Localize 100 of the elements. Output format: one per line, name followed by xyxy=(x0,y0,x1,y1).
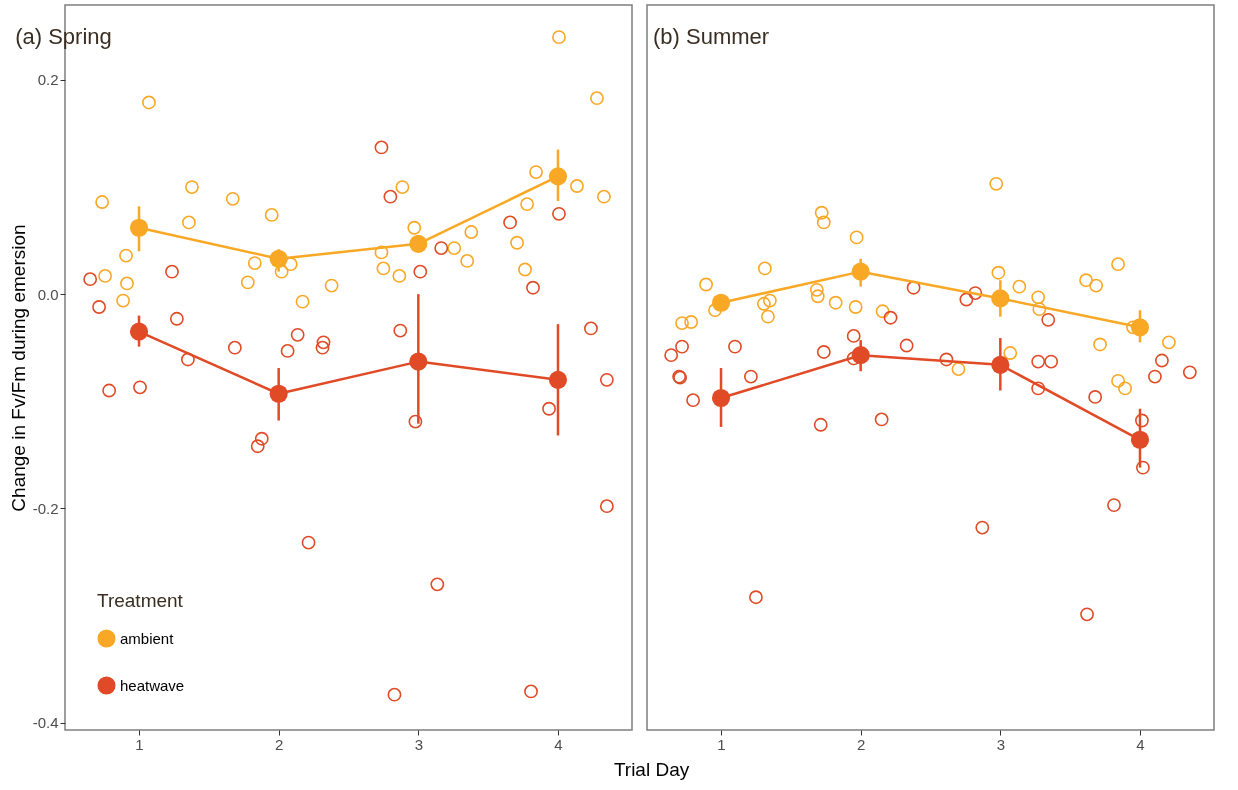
y-axis-title: Change in Fv/Fm during emersion xyxy=(7,224,29,512)
point xyxy=(133,380,147,395)
point xyxy=(129,322,149,341)
point xyxy=(813,417,828,432)
point xyxy=(383,189,398,204)
point xyxy=(1107,498,1121,513)
point xyxy=(664,348,679,363)
point xyxy=(1012,279,1027,294)
point xyxy=(434,241,449,256)
point xyxy=(290,327,305,342)
point xyxy=(828,295,843,310)
point xyxy=(247,256,262,270)
point xyxy=(1079,273,1093,288)
point xyxy=(430,577,445,592)
point xyxy=(548,167,568,186)
point xyxy=(989,176,1004,191)
point xyxy=(387,687,402,702)
point xyxy=(83,272,98,287)
point xyxy=(374,140,389,155)
point xyxy=(846,329,861,343)
point xyxy=(570,179,584,193)
point xyxy=(1148,369,1162,384)
point xyxy=(761,309,775,324)
point xyxy=(899,338,914,353)
point xyxy=(848,300,863,314)
point xyxy=(269,249,288,268)
point xyxy=(975,520,990,535)
point xyxy=(1130,318,1150,337)
y-tick-label: -0.4 xyxy=(32,714,59,731)
point xyxy=(520,197,535,212)
point xyxy=(460,254,475,268)
point xyxy=(264,207,279,222)
point xyxy=(762,293,777,308)
point xyxy=(295,294,310,309)
point xyxy=(529,165,543,179)
point xyxy=(526,280,540,295)
y-tick-label: 0.2 xyxy=(37,71,59,89)
legend-title: Treatment xyxy=(97,590,184,611)
point xyxy=(169,311,184,326)
point xyxy=(590,91,604,106)
point xyxy=(1003,346,1018,360)
point xyxy=(991,289,1010,308)
point xyxy=(1031,354,1046,369)
x-tick-label: 1 xyxy=(717,735,726,753)
point xyxy=(181,215,196,230)
point xyxy=(1154,353,1169,368)
point xyxy=(1031,290,1046,305)
point xyxy=(510,235,524,250)
point xyxy=(1080,607,1094,622)
point xyxy=(599,372,614,387)
point xyxy=(120,276,134,291)
point xyxy=(749,590,763,605)
point xyxy=(165,264,179,279)
point xyxy=(816,215,831,230)
point xyxy=(686,393,701,408)
point xyxy=(552,30,566,45)
point xyxy=(413,264,428,279)
x-tick-label: 3 xyxy=(414,735,423,753)
point xyxy=(1044,354,1059,369)
point xyxy=(1041,312,1056,327)
point xyxy=(599,499,614,514)
point xyxy=(518,262,532,277)
y-tick-label: 0.0 xyxy=(37,285,59,303)
point xyxy=(324,278,339,293)
point xyxy=(1088,390,1103,404)
point xyxy=(301,535,316,550)
point xyxy=(269,384,288,403)
x-axis-title: Trial Day xyxy=(613,758,690,780)
point xyxy=(684,315,699,329)
point xyxy=(675,339,689,354)
point xyxy=(951,362,966,377)
point xyxy=(392,269,407,283)
point xyxy=(699,277,713,292)
point xyxy=(142,95,156,110)
point xyxy=(395,180,410,194)
point xyxy=(810,289,825,304)
point xyxy=(116,293,131,308)
x-tick-label: 3 xyxy=(996,735,1005,753)
point xyxy=(185,180,199,194)
point xyxy=(92,300,106,314)
point xyxy=(524,684,538,699)
point xyxy=(407,220,422,235)
point xyxy=(874,412,889,427)
point xyxy=(250,439,265,454)
point xyxy=(129,218,149,237)
legend-label: heatwave xyxy=(120,676,185,694)
point xyxy=(95,195,110,209)
point xyxy=(1130,430,1150,449)
point xyxy=(597,189,611,204)
point xyxy=(1161,335,1176,350)
point xyxy=(119,248,133,263)
point xyxy=(227,340,242,355)
point xyxy=(542,401,556,416)
point xyxy=(991,355,1010,374)
x-tick-label: 2 xyxy=(275,735,284,753)
point xyxy=(376,261,391,276)
y-tick-label: -0.2 xyxy=(32,499,59,517)
point xyxy=(225,191,240,206)
x-tick-label: 4 xyxy=(1136,735,1145,753)
point xyxy=(240,275,255,290)
